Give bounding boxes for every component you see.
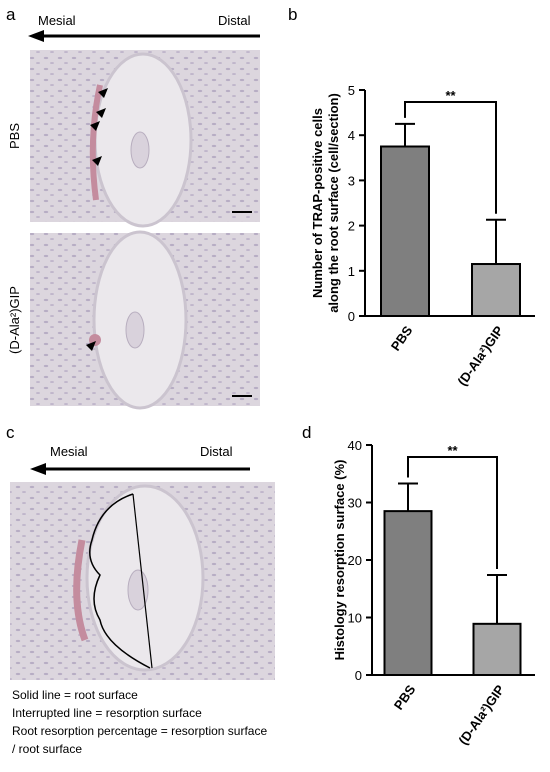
direction-label: Mesial bbox=[38, 13, 76, 28]
x-tick-label: (D-Ala²)GIP bbox=[455, 682, 507, 748]
micrograph bbox=[30, 50, 260, 228]
y-tick-label: 3 bbox=[348, 173, 355, 188]
x-tick-label: PBS bbox=[388, 323, 416, 354]
note: Interrupted line = resorption surface bbox=[12, 706, 202, 720]
significance-bracket bbox=[404, 101, 497, 214]
significance: ** bbox=[445, 88, 456, 103]
y-axis-title: Number of TRAP-positive cells bbox=[310, 108, 325, 298]
error-bar bbox=[487, 573, 507, 624]
micrograph bbox=[30, 230, 260, 410]
y-tick-label: 0 bbox=[348, 309, 355, 324]
significance: ** bbox=[447, 443, 458, 458]
error-bar bbox=[398, 482, 418, 512]
bar bbox=[380, 145, 430, 317]
direction-label: Mesial bbox=[50, 444, 88, 459]
bar bbox=[383, 510, 433, 676]
y-tick-label: 30 bbox=[348, 496, 362, 511]
y-tick-label: 0 bbox=[355, 668, 362, 683]
row-label: (D-Ala²)GIP bbox=[7, 286, 22, 354]
micrograph bbox=[10, 482, 275, 680]
y-tick-label: 2 bbox=[348, 219, 355, 234]
y-tick-label: 10 bbox=[348, 611, 362, 626]
arrow-head bbox=[30, 463, 46, 475]
y-tick-label: 4 bbox=[348, 128, 355, 143]
x-tick-label: (D-Ala²)GIP bbox=[454, 323, 506, 389]
y-axis-title: Histology resorption surface (%) bbox=[332, 460, 347, 661]
direction-label: Distal bbox=[200, 444, 233, 459]
y-tick-label: 1 bbox=[348, 264, 355, 279]
panel-label: d bbox=[302, 423, 311, 442]
note: Solid line = root surface bbox=[12, 688, 138, 702]
error-bar bbox=[395, 122, 415, 147]
panel-label: b bbox=[288, 5, 297, 24]
y-tick-label: 40 bbox=[348, 438, 362, 453]
y-axis-title: along the root surface (cell/section) bbox=[326, 93, 341, 313]
x-tick-label: PBS bbox=[391, 682, 419, 713]
note: Root resorption percentage = resorption … bbox=[12, 724, 267, 738]
panel-label: a bbox=[6, 5, 16, 24]
error-bar bbox=[486, 218, 506, 265]
note: / root surface bbox=[12, 742, 82, 756]
arrow-head bbox=[28, 30, 44, 42]
bar bbox=[472, 622, 522, 677]
panel-label: c bbox=[6, 423, 15, 442]
significance-bracket bbox=[407, 456, 498, 569]
y-tick-label: 5 bbox=[348, 83, 355, 98]
y-tick-label: 20 bbox=[348, 553, 362, 568]
direction-label: Distal bbox=[218, 13, 251, 28]
bar bbox=[471, 263, 521, 317]
row-label: PBS bbox=[7, 123, 22, 149]
